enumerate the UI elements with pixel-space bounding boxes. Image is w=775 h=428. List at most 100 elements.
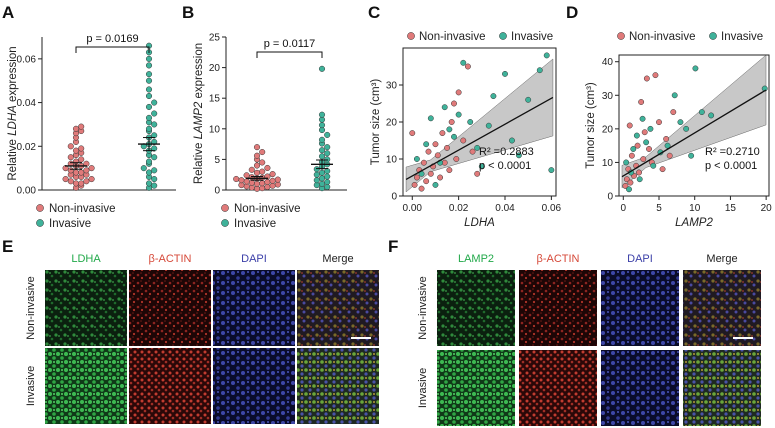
y-tick-label: 5: [214, 155, 220, 166]
data-point: [656, 119, 662, 126]
p-value-label: p = 0.0169: [86, 33, 138, 45]
data-point: [151, 154, 158, 161]
y-tick-label: 0.00: [17, 186, 37, 197]
data-point: [313, 166, 320, 173]
data-point: [671, 92, 678, 99]
panel-e: E LDHA β-ACTIN DAPI Merge Non-invasive Invasi…: [2, 237, 379, 424]
data-point: [628, 152, 635, 159]
data-point: [145, 62, 153, 69]
data-point: [636, 169, 642, 176]
data-point: [432, 181, 439, 188]
x-tick-label: 0.02: [449, 203, 469, 214]
data-point: [72, 180, 80, 187]
y-tick-label: 20: [386, 118, 398, 129]
x-tick-label: 0: [621, 203, 627, 214]
data-point: [248, 174, 255, 181]
data-point: [460, 137, 467, 144]
micrograph-image: [129, 348, 211, 424]
channel-label: DAPI: [241, 253, 267, 265]
panel-f: F LAMP2 β-ACTIN DAPI Merge Non-invasive Invas…: [388, 237, 761, 426]
data-point: [409, 130, 416, 137]
data-point: [72, 169, 80, 176]
data-point: [502, 70, 508, 77]
panel-c: C 0 10 20 30 0.00 0.02 0.04 0.06 LDHA Tumor size …: [368, 3, 562, 229]
data-point: [664, 142, 671, 149]
y-tick-label: 30: [602, 91, 614, 102]
data-point: [441, 104, 448, 111]
data-point: [451, 133, 457, 140]
data-point: [633, 132, 640, 139]
data-point: [455, 89, 462, 96]
data-point: [485, 122, 492, 129]
data-point: [145, 158, 153, 165]
data-point: [145, 125, 153, 132]
data-point: [639, 115, 646, 122]
panel-label-b: B: [182, 3, 194, 22]
micrograph-image: [683, 350, 761, 426]
data-point: [151, 121, 158, 128]
data-point: [543, 52, 550, 59]
row-label: Invasive: [25, 366, 37, 406]
significance-bracket: [75, 46, 150, 53]
p-value-label: p = 0.0117: [264, 38, 315, 50]
data-point: [670, 109, 677, 116]
data-point: [467, 119, 474, 125]
x-tick-label: 15: [725, 203, 737, 214]
data-point: [78, 180, 85, 187]
panel-label-a: A: [2, 3, 14, 22]
panel-d: D 0 10 20 30 40 0 5 10 15 20 LAMP2 Tumor size (cm³)…: [566, 3, 772, 229]
y-axis-label: Tumor size (cm³): [370, 79, 382, 166]
data-point: [630, 146, 637, 152]
micrograph-image: [601, 350, 679, 426]
data-point: [67, 154, 74, 161]
channel-label: DAPI: [627, 253, 653, 265]
data-point: [427, 170, 434, 177]
x-tick-label: 20: [761, 203, 773, 214]
data-point: [641, 129, 648, 136]
data-point: [62, 176, 69, 183]
data-point: [420, 159, 427, 166]
data-point: [425, 148, 432, 155]
data-point: [145, 86, 153, 93]
data-point: [253, 180, 261, 187]
data-point: [67, 178, 74, 185]
channel-label: LAMP2: [458, 253, 494, 265]
micrograph-image: [519, 270, 597, 346]
channel-label: β-ACTIN: [149, 253, 192, 265]
legend-label: Non-invasive: [234, 203, 300, 215]
data-point: [434, 152, 441, 159]
data-point: [643, 139, 650, 146]
plot-frame: [618, 54, 770, 197]
data-point: [313, 177, 320, 184]
y-axis-label: Relative LAMP2 expression: [193, 43, 205, 184]
data-point: [439, 130, 446, 137]
data-point: [67, 143, 74, 150]
data-point: [478, 163, 485, 170]
data-point: [446, 167, 453, 174]
data-point: [83, 178, 90, 185]
data-point: [423, 141, 430, 148]
data-point: [536, 67, 543, 74]
data-point: [646, 146, 652, 152]
x-tick-label: 5: [656, 203, 662, 214]
micrograph-image: [129, 270, 211, 346]
data-point: [269, 177, 276, 184]
panel-label-e: E: [2, 237, 13, 256]
data-point: [145, 71, 153, 78]
data-point: [460, 59, 467, 66]
data-point: [259, 180, 266, 187]
data-point: [324, 156, 331, 163]
data-point: [469, 148, 476, 155]
data-point: [444, 144, 450, 151]
data-point: [708, 112, 715, 119]
data-point: [413, 156, 420, 162]
data-point: [151, 182, 158, 189]
data-point: [318, 153, 326, 160]
y-tick-label: 40: [602, 57, 614, 68]
legend-marker: [617, 32, 625, 40]
y-tick-label: 10: [602, 158, 614, 169]
panel-b: B 0 5 10 15 20 25 Relative LAMP2 expression p =…: [182, 3, 347, 230]
significance-bracket: [256, 51, 323, 58]
data-point: [78, 169, 85, 176]
data-point: [145, 180, 153, 187]
